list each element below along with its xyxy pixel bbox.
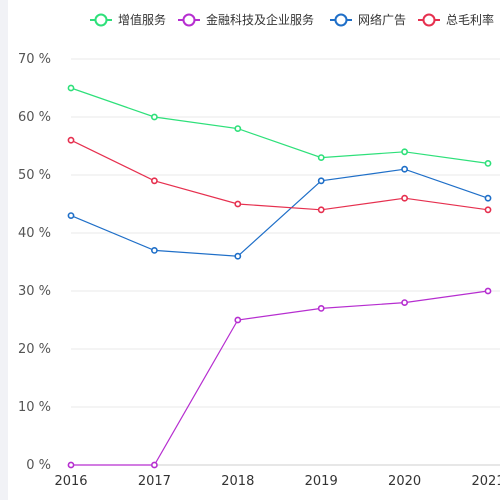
legend-marker-icon [334, 13, 348, 27]
legend-label: 总毛利率 [446, 12, 494, 27]
data-point[interactable] [150, 461, 158, 469]
data-point[interactable] [234, 125, 242, 133]
data-point[interactable] [67, 136, 75, 144]
data-point[interactable] [317, 177, 325, 185]
data-point[interactable] [401, 165, 408, 173]
series-0 [67, 84, 492, 167]
data-point[interactable] [67, 84, 75, 92]
legend-label: 金融科技及企业服务 [206, 12, 314, 27]
data-point[interactable] [67, 212, 75, 219]
legend[interactable]: 增值服务 金融科技及企业服务 网络广告 总毛利率 [90, 12, 494, 27]
series-line [70, 168, 489, 257]
series-1 [67, 287, 492, 469]
series-line [70, 87, 489, 164]
legend-item[interactable]: 网络广告 [330, 12, 406, 27]
data-point[interactable] [150, 177, 158, 185]
y-tick-label: 0 % [26, 458, 51, 473]
y-tick-label: 40 % [18, 226, 51, 241]
x-tick-label: 2021 [471, 474, 500, 489]
data-point[interactable] [484, 206, 492, 214]
data-point[interactable] [484, 194, 492, 202]
data-point[interactable] [317, 304, 325, 312]
legend-label: 网络广告 [358, 12, 406, 27]
legend-marker-icon [182, 13, 196, 27]
legend-marker-icon [94, 13, 108, 27]
data-point[interactable] [234, 200, 242, 208]
series-line [70, 139, 489, 211]
x-tick-label: 2020 [388, 474, 421, 489]
data-point[interactable] [484, 159, 492, 167]
legend-label: 增值服务 [118, 12, 166, 27]
x-tick-label: 2018 [221, 474, 254, 489]
series-2 [67, 165, 492, 260]
x-tick-label: 2017 [138, 474, 171, 489]
axes: 0 % 10 % 20 % 30 % 40 % 50 % 60 % 70 % 2016 2017 2… [18, 52, 500, 489]
data-point[interactable] [234, 252, 242, 260]
y-tick-label: 10 % [18, 400, 51, 415]
x-tick-label: 2019 [305, 474, 338, 489]
series-lines [67, 84, 492, 469]
data-point[interactable] [317, 154, 325, 161]
legend-item[interactable]: 总毛利率 [418, 12, 494, 27]
legend-item[interactable]: 金融科技及企业服务 [178, 12, 314, 27]
data-point[interactable] [401, 299, 408, 306]
grid-lines [71, 58, 500, 408]
x-tick-label: 2016 [54, 474, 87, 489]
data-point[interactable] [150, 113, 158, 121]
legend-item[interactable]: 增值服务 [90, 12, 166, 27]
series-3 [67, 136, 492, 214]
data-point[interactable] [150, 246, 158, 254]
y-tick-label: 60 % [18, 110, 51, 125]
y-tick-label: 50 % [18, 168, 51, 183]
left-margin-strip [0, 0, 8, 500]
data-point[interactable] [317, 206, 325, 214]
y-tick-label: 20 % [18, 342, 51, 357]
data-point[interactable] [401, 148, 408, 156]
y-tick-label: 70 % [18, 52, 51, 67]
series-line [71, 290, 489, 466]
data-point[interactable] [484, 287, 492, 295]
data-point[interactable] [401, 194, 408, 202]
data-point[interactable] [234, 316, 242, 324]
y-tick-label: 30 % [18, 284, 51, 299]
legend-marker-icon [422, 13, 436, 27]
data-point[interactable] [67, 461, 75, 469]
